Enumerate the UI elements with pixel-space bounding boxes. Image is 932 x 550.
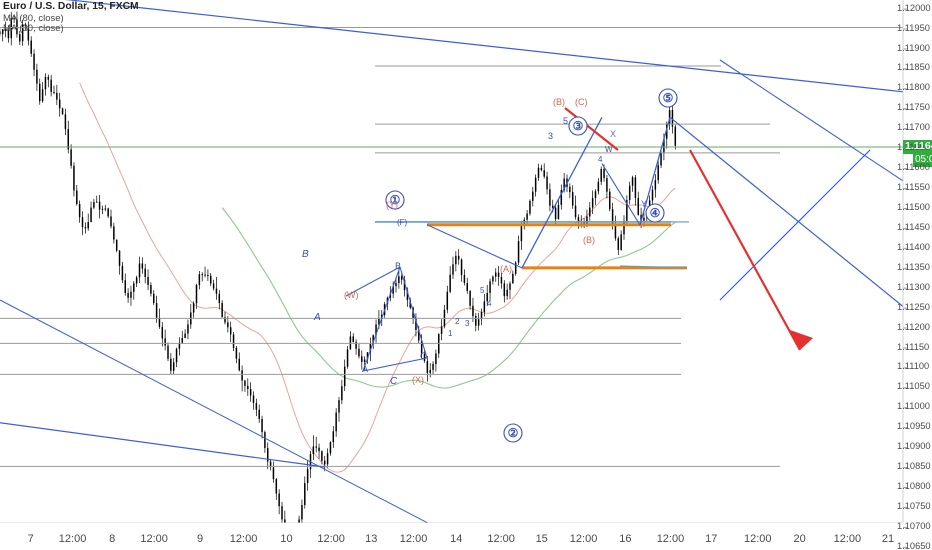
svg-text:⑤: ⑤ [663, 91, 674, 105]
svg-text:②: ② [508, 426, 519, 440]
svg-text:③: ③ [573, 119, 584, 133]
svg-text:④: ④ [650, 206, 661, 220]
